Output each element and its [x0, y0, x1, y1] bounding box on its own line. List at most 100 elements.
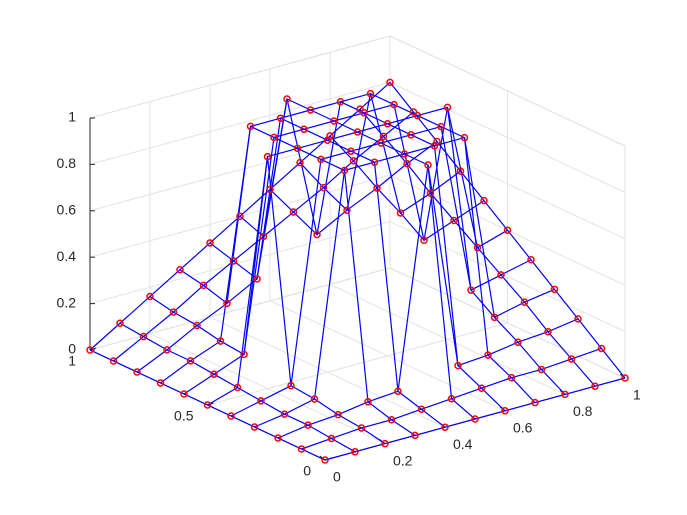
surface-vertex: [310, 395, 319, 403]
x-tick-label: 0.2: [393, 452, 413, 468]
surface-vertex: [223, 299, 231, 308]
mesh-row: [277, 164, 579, 439]
surface-vertex: [591, 382, 599, 390]
surface-vertex: [561, 390, 569, 399]
surface-vertex: [373, 184, 381, 192]
mesh-column: [359, 108, 596, 387]
surface-vertex: [467, 286, 475, 294]
z-tick-label: 0: [68, 341, 76, 357]
surface-vertex: [313, 230, 321, 239]
surface-vertex: [480, 196, 488, 205]
surface-vertex: [413, 111, 422, 120]
surface-vertex: [330, 117, 338, 125]
surface-vertex: [574, 315, 582, 323]
surface-vertex: [360, 109, 368, 117]
surface-vertex: [424, 161, 432, 169]
surface-vertex: [501, 407, 509, 415]
grid-line: [89, 267, 391, 351]
surface-vertex: [520, 298, 529, 306]
surface-vertex: [531, 398, 539, 407]
surface-vertex: [430, 142, 439, 150]
surface-vertex: [597, 344, 606, 353]
surface-vertex: [396, 209, 405, 217]
z-tick-label: 1: [68, 109, 76, 125]
surface-vertex: [229, 257, 238, 265]
surface-vertex: [340, 166, 349, 175]
z-tick-label: 0.8: [57, 155, 77, 171]
surface-vertex: [259, 232, 268, 241]
surface-vertex: [441, 423, 449, 431]
surface-vertex: [417, 405, 426, 413]
surface-vertex: [296, 158, 304, 167]
surface-vertex: [390, 100, 398, 109]
surface-vertex: [186, 357, 195, 365]
surface-vertex: [133, 368, 141, 376]
surface-vertex: [364, 398, 372, 406]
surface-vertex: [250, 423, 259, 431]
grid-line: [89, 221, 391, 305]
surface-vertex: [484, 351, 492, 359]
surface-vertex: [163, 346, 171, 354]
surface-vertex: [270, 133, 278, 142]
surface-vertex: [266, 185, 274, 194]
surface-vertex: [567, 355, 576, 363]
surface-vertex: [276, 114, 285, 122]
surface-vertex: [306, 106, 315, 114]
x-tick-label: 0.6: [513, 420, 533, 436]
surface-vertex: [156, 379, 165, 387]
mesh-row: [254, 136, 555, 428]
surface-vertex: [383, 120, 392, 128]
surface-vertex: [336, 98, 345, 106]
mesh-row: [230, 125, 532, 417]
surface-vertex: [347, 147, 355, 155]
surface-vertex: [420, 236, 428, 244]
mesh-column: [179, 125, 416, 436]
surface-vertex: [334, 410, 342, 419]
surface-vertex: [293, 144, 302, 153]
surface-vertex: [206, 239, 214, 247]
surface-vertex: [203, 401, 212, 409]
surface-vertex: [357, 424, 366, 432]
surface-vertex: [400, 150, 409, 158]
mesh-column: [389, 82, 626, 379]
surface-vertex: [490, 313, 499, 322]
surface-vertex: [216, 337, 225, 345]
surface-vertex: [236, 212, 244, 220]
surface-vertex: [317, 155, 325, 164]
surface-vertex: [379, 132, 388, 141]
surface-vertex: [621, 374, 629, 382]
surface-vertex: [403, 159, 411, 168]
surface-vertex: [116, 319, 124, 327]
x-tick-label: 0: [333, 469, 341, 485]
surface-vertex: [263, 152, 272, 161]
surface-vertex: [274, 434, 282, 442]
surface-vertex: [550, 285, 559, 294]
surface-vertex: [544, 327, 552, 336]
surface-vertex: [426, 189, 435, 197]
surface-vertex: [409, 108, 418, 116]
surface-vertex: [86, 346, 94, 354]
surface-vertex: [233, 383, 242, 392]
y-tick-label: 0: [303, 463, 311, 479]
surface-vertex: [176, 265, 184, 274]
surface-vertex: [210, 370, 218, 378]
surface-vertex: [287, 381, 295, 390]
z-tick-label: 0.4: [57, 248, 77, 264]
z-tick-label: 0.2: [57, 294, 77, 310]
surface-vertex: [387, 416, 396, 424]
mesh-column: [299, 92, 536, 404]
mesh-column: [119, 322, 356, 453]
surface-vertex: [300, 125, 308, 133]
mesh-column: [329, 107, 566, 395]
surface-vertex: [353, 128, 362, 136]
surface-vertex: [283, 95, 291, 103]
surface-vertex: [411, 431, 419, 440]
mesh-column: [269, 100, 506, 412]
surface-vertex: [477, 384, 486, 392]
surface-vertex: [349, 157, 358, 165]
x-tick-label: 0.8: [573, 403, 593, 419]
surface-vertex: [370, 158, 379, 166]
mesh-column: [89, 349, 326, 461]
surface-vertex: [199, 281, 208, 290]
